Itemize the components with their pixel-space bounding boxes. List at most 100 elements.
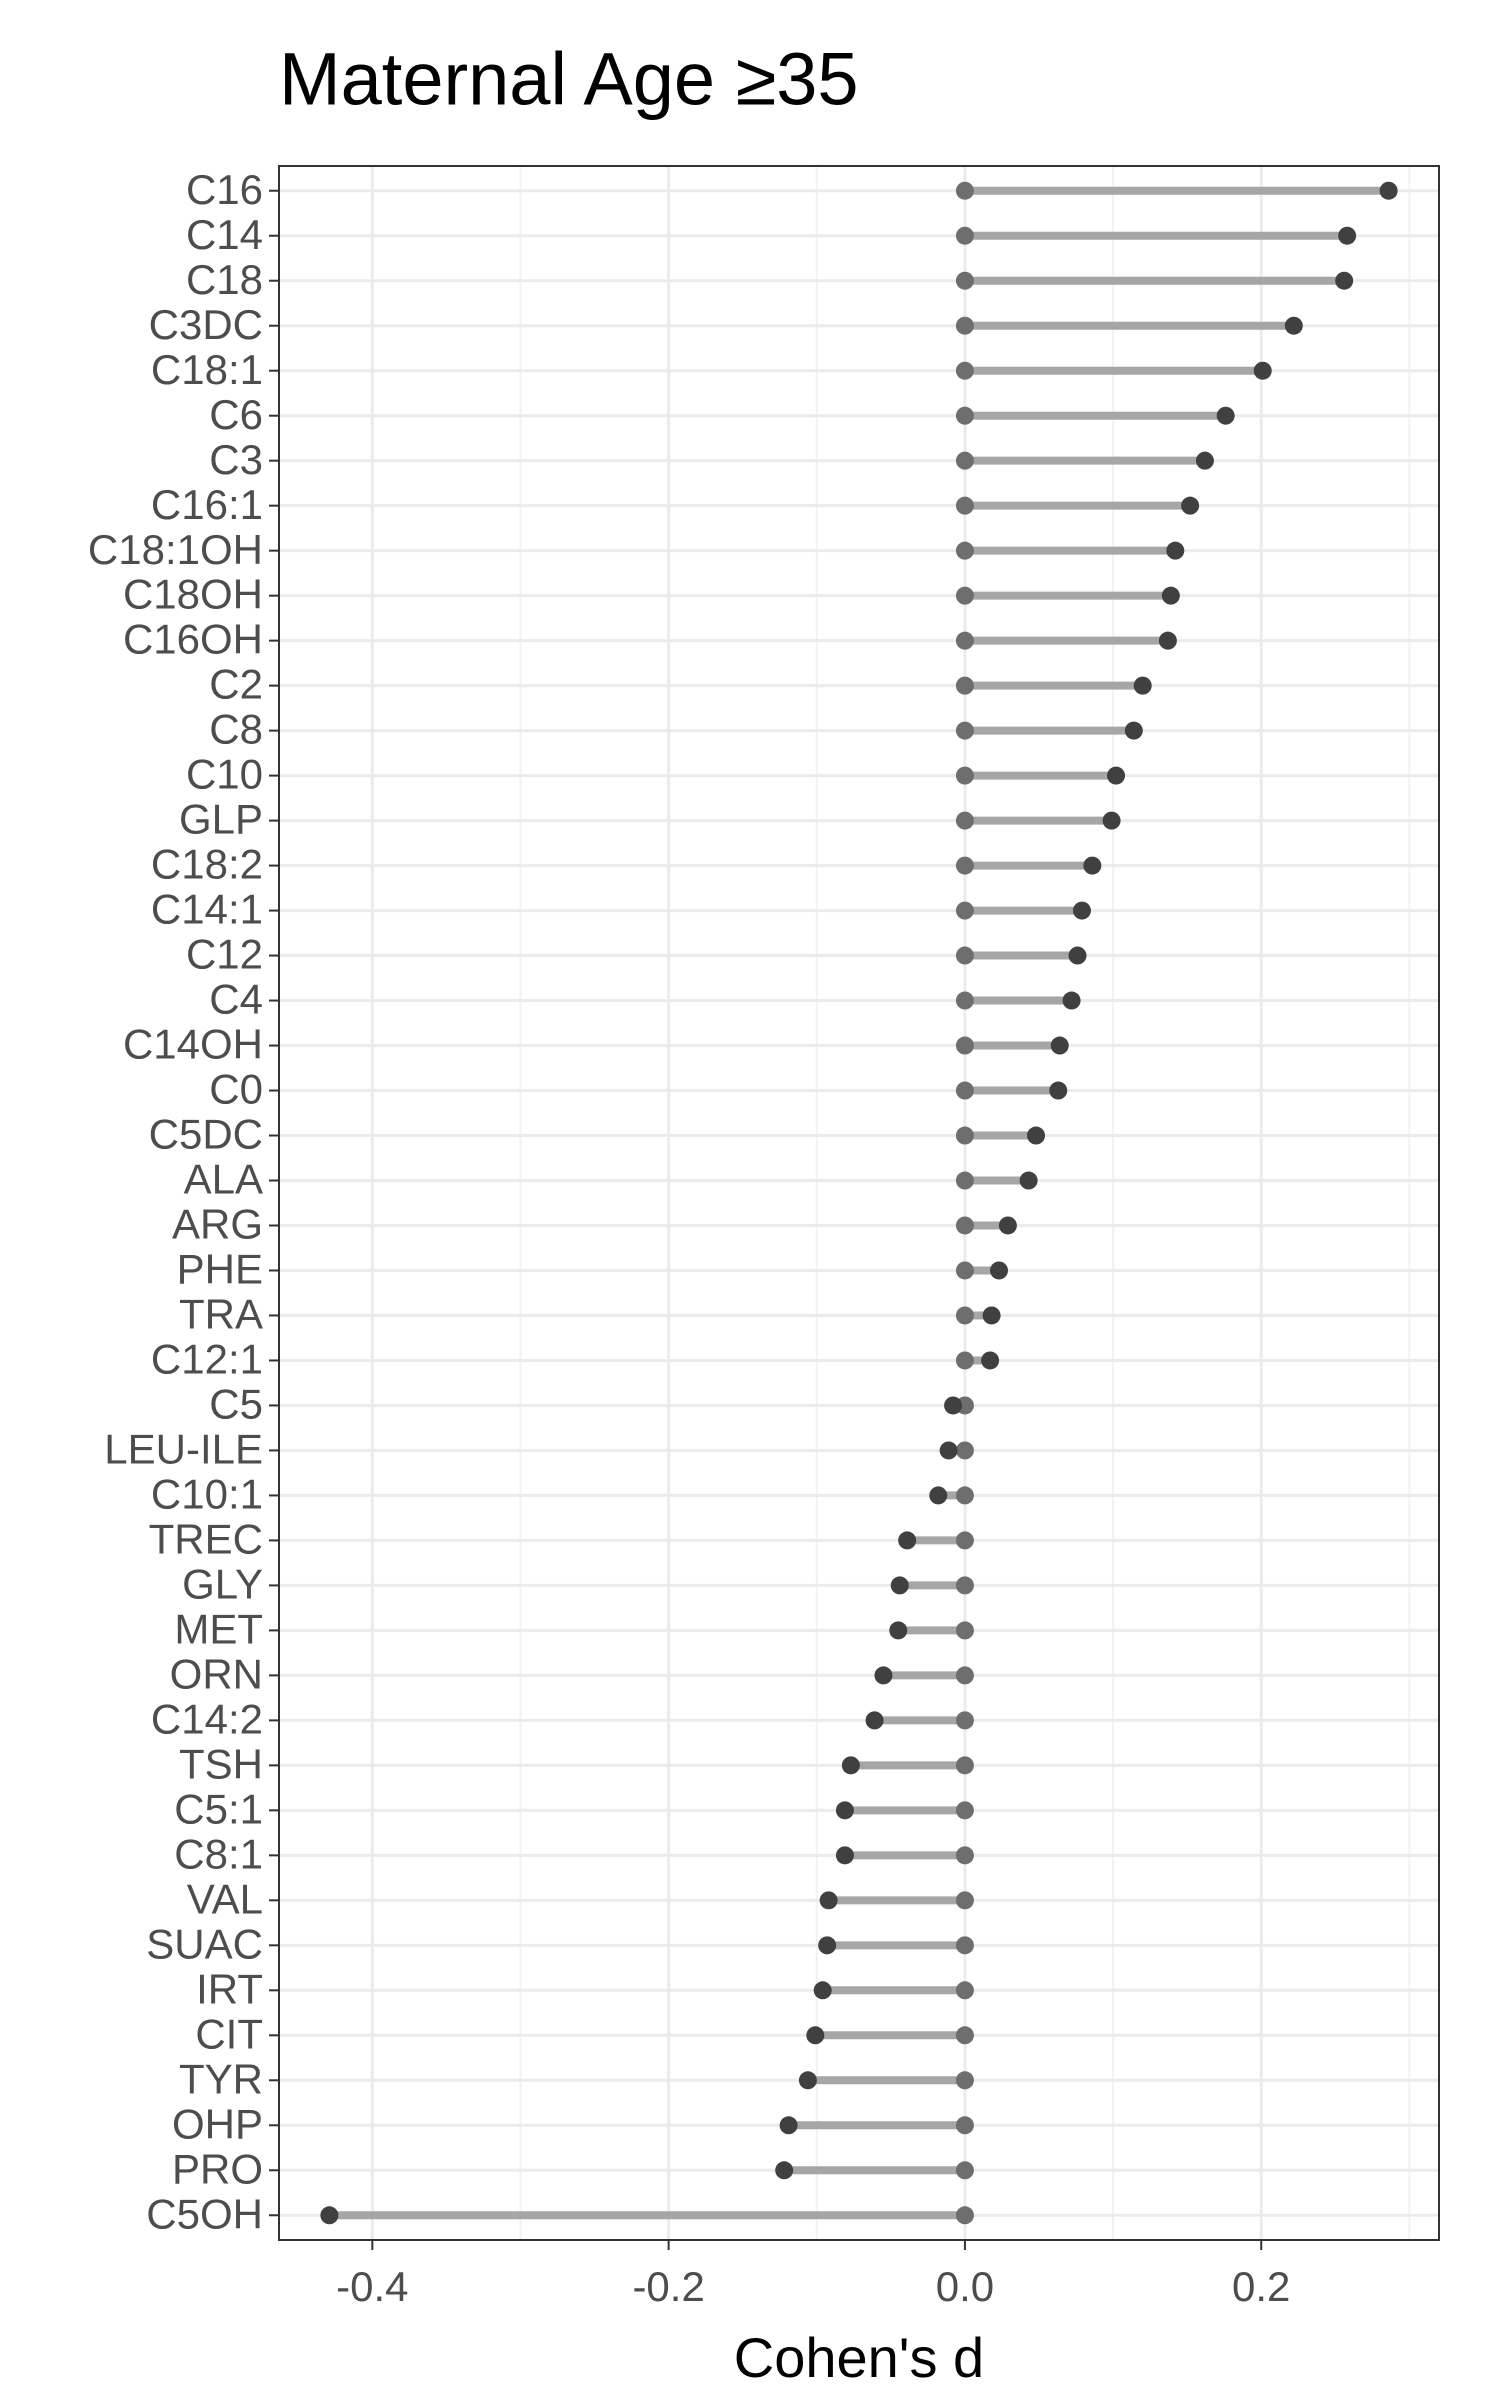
origin-dot: [955, 1936, 974, 1955]
origin-dot: [955, 1306, 974, 1325]
y-tick-label: C18: [186, 256, 263, 303]
point: [890, 1576, 909, 1595]
origin-dot: [955, 226, 974, 245]
y-tick-label: MET: [174, 1605, 263, 1652]
y-tick-label: C14OH: [123, 1021, 263, 1068]
x-tick-label: 0.0: [936, 2263, 994, 2310]
panel-border: [278, 165, 1440, 2241]
y-tick-label: C5OH: [146, 2190, 263, 2237]
y-tick-label: TYR: [179, 2055, 263, 2102]
y-tick-label: C16OH: [123, 616, 263, 663]
point: [865, 1711, 884, 1730]
origin-dot: [955, 1711, 974, 1730]
point: [982, 1306, 1001, 1325]
y-tick-label: C10:1: [151, 1471, 263, 1518]
origin-dot: [955, 1576, 974, 1595]
origin-dot: [955, 181, 974, 200]
point: [1102, 811, 1121, 830]
y-tick-label: C4: [209, 976, 263, 1023]
point: [1107, 766, 1126, 785]
point: [939, 1441, 958, 1460]
origin-dot: [955, 1801, 974, 1820]
y-tick-label: C14: [186, 211, 263, 258]
origin-dot: [955, 586, 974, 605]
origin-dot: [955, 991, 974, 1010]
y-tick-label: C5DC: [149, 1111, 263, 1158]
point: [1195, 451, 1214, 470]
point: [1027, 1126, 1046, 1145]
y-tick-label: C5:1: [174, 1785, 263, 1832]
y-tick-label: C12:1: [151, 1336, 263, 1383]
point: [1083, 856, 1102, 875]
origin-dot: [955, 1486, 974, 1505]
point: [990, 1261, 1008, 1280]
y-tick-label: CIT: [195, 2010, 263, 2057]
point: [998, 1216, 1017, 1235]
y-tick-label: IRT: [196, 1965, 263, 2012]
origin-dot: [955, 901, 974, 920]
y-tick-label: PRO: [172, 2145, 263, 2192]
y-tick-label: C3: [209, 436, 263, 483]
point: [889, 1621, 908, 1640]
origin-dot: [955, 1621, 974, 1640]
y-tick-label: C5: [209, 1381, 263, 1428]
origin-dot: [955, 496, 974, 515]
point: [798, 2071, 817, 2090]
y-tick-label: C3DC: [149, 301, 263, 348]
y-tick-label: C16:1: [151, 481, 263, 528]
point: [1068, 946, 1087, 965]
point: [1019, 1171, 1038, 1190]
point: [818, 1936, 837, 1955]
origin-dot: [955, 1891, 974, 1910]
point: [1181, 496, 1200, 515]
y-tick-label: ORN: [170, 1650, 263, 1697]
y-tick-label: C0: [209, 1066, 263, 1113]
y-tick-label: ALA: [184, 1156, 263, 1203]
point: [841, 1756, 860, 1775]
origin-dot: [955, 1351, 974, 1370]
y-tick-label: C18:2: [151, 841, 263, 888]
y-tick-label: OHP: [172, 2100, 263, 2147]
x-axis-title: Cohen's d: [734, 2326, 984, 2389]
point: [1161, 586, 1180, 605]
origin-dot: [955, 1846, 974, 1865]
origin-dot: [955, 1531, 974, 1550]
y-tick-label: C8:1: [174, 1830, 263, 1877]
point: [1133, 676, 1152, 695]
y-tick-label: GLP: [179, 796, 263, 843]
point: [874, 1666, 893, 1685]
y-tick-label: VAL: [187, 1875, 263, 1922]
origin-dot: [955, 2026, 974, 2045]
origin-dot: [955, 406, 974, 425]
origin-dot: [955, 1081, 974, 1100]
point: [806, 2026, 825, 2045]
y-tick-label: ARG: [172, 1201, 263, 1248]
chart-title: Maternal Age ≥35: [279, 38, 859, 121]
point: [813, 1981, 832, 2000]
x-tick-label: -0.2: [632, 2263, 704, 2310]
y-tick-label: TSH: [179, 1740, 263, 1787]
origin-dot: [955, 1441, 974, 1460]
point: [1335, 271, 1354, 290]
y-tick-label: C10: [186, 751, 263, 798]
origin-dot: [955, 856, 974, 875]
origin-dot: [955, 451, 974, 470]
y-tick-label: C18OH: [123, 571, 263, 618]
origin-dot: [955, 1036, 974, 1055]
y-tick-label: C18:1OH: [88, 526, 263, 573]
y-tick-label: SUAC: [146, 1920, 263, 1967]
origin-dot: [955, 721, 974, 740]
origin-dot: [955, 1261, 974, 1280]
point: [1158, 631, 1177, 650]
point: [1284, 316, 1303, 335]
origin-dot: [955, 631, 974, 650]
origin-dot: [955, 1756, 974, 1775]
origin-dot: [955, 2206, 974, 2225]
point: [1253, 361, 1272, 380]
origin-dot: [955, 2161, 974, 2180]
x-tick-label: 0.2: [1232, 2263, 1290, 2310]
point: [320, 2206, 339, 2225]
point: [1166, 541, 1185, 560]
point: [1216, 406, 1235, 425]
